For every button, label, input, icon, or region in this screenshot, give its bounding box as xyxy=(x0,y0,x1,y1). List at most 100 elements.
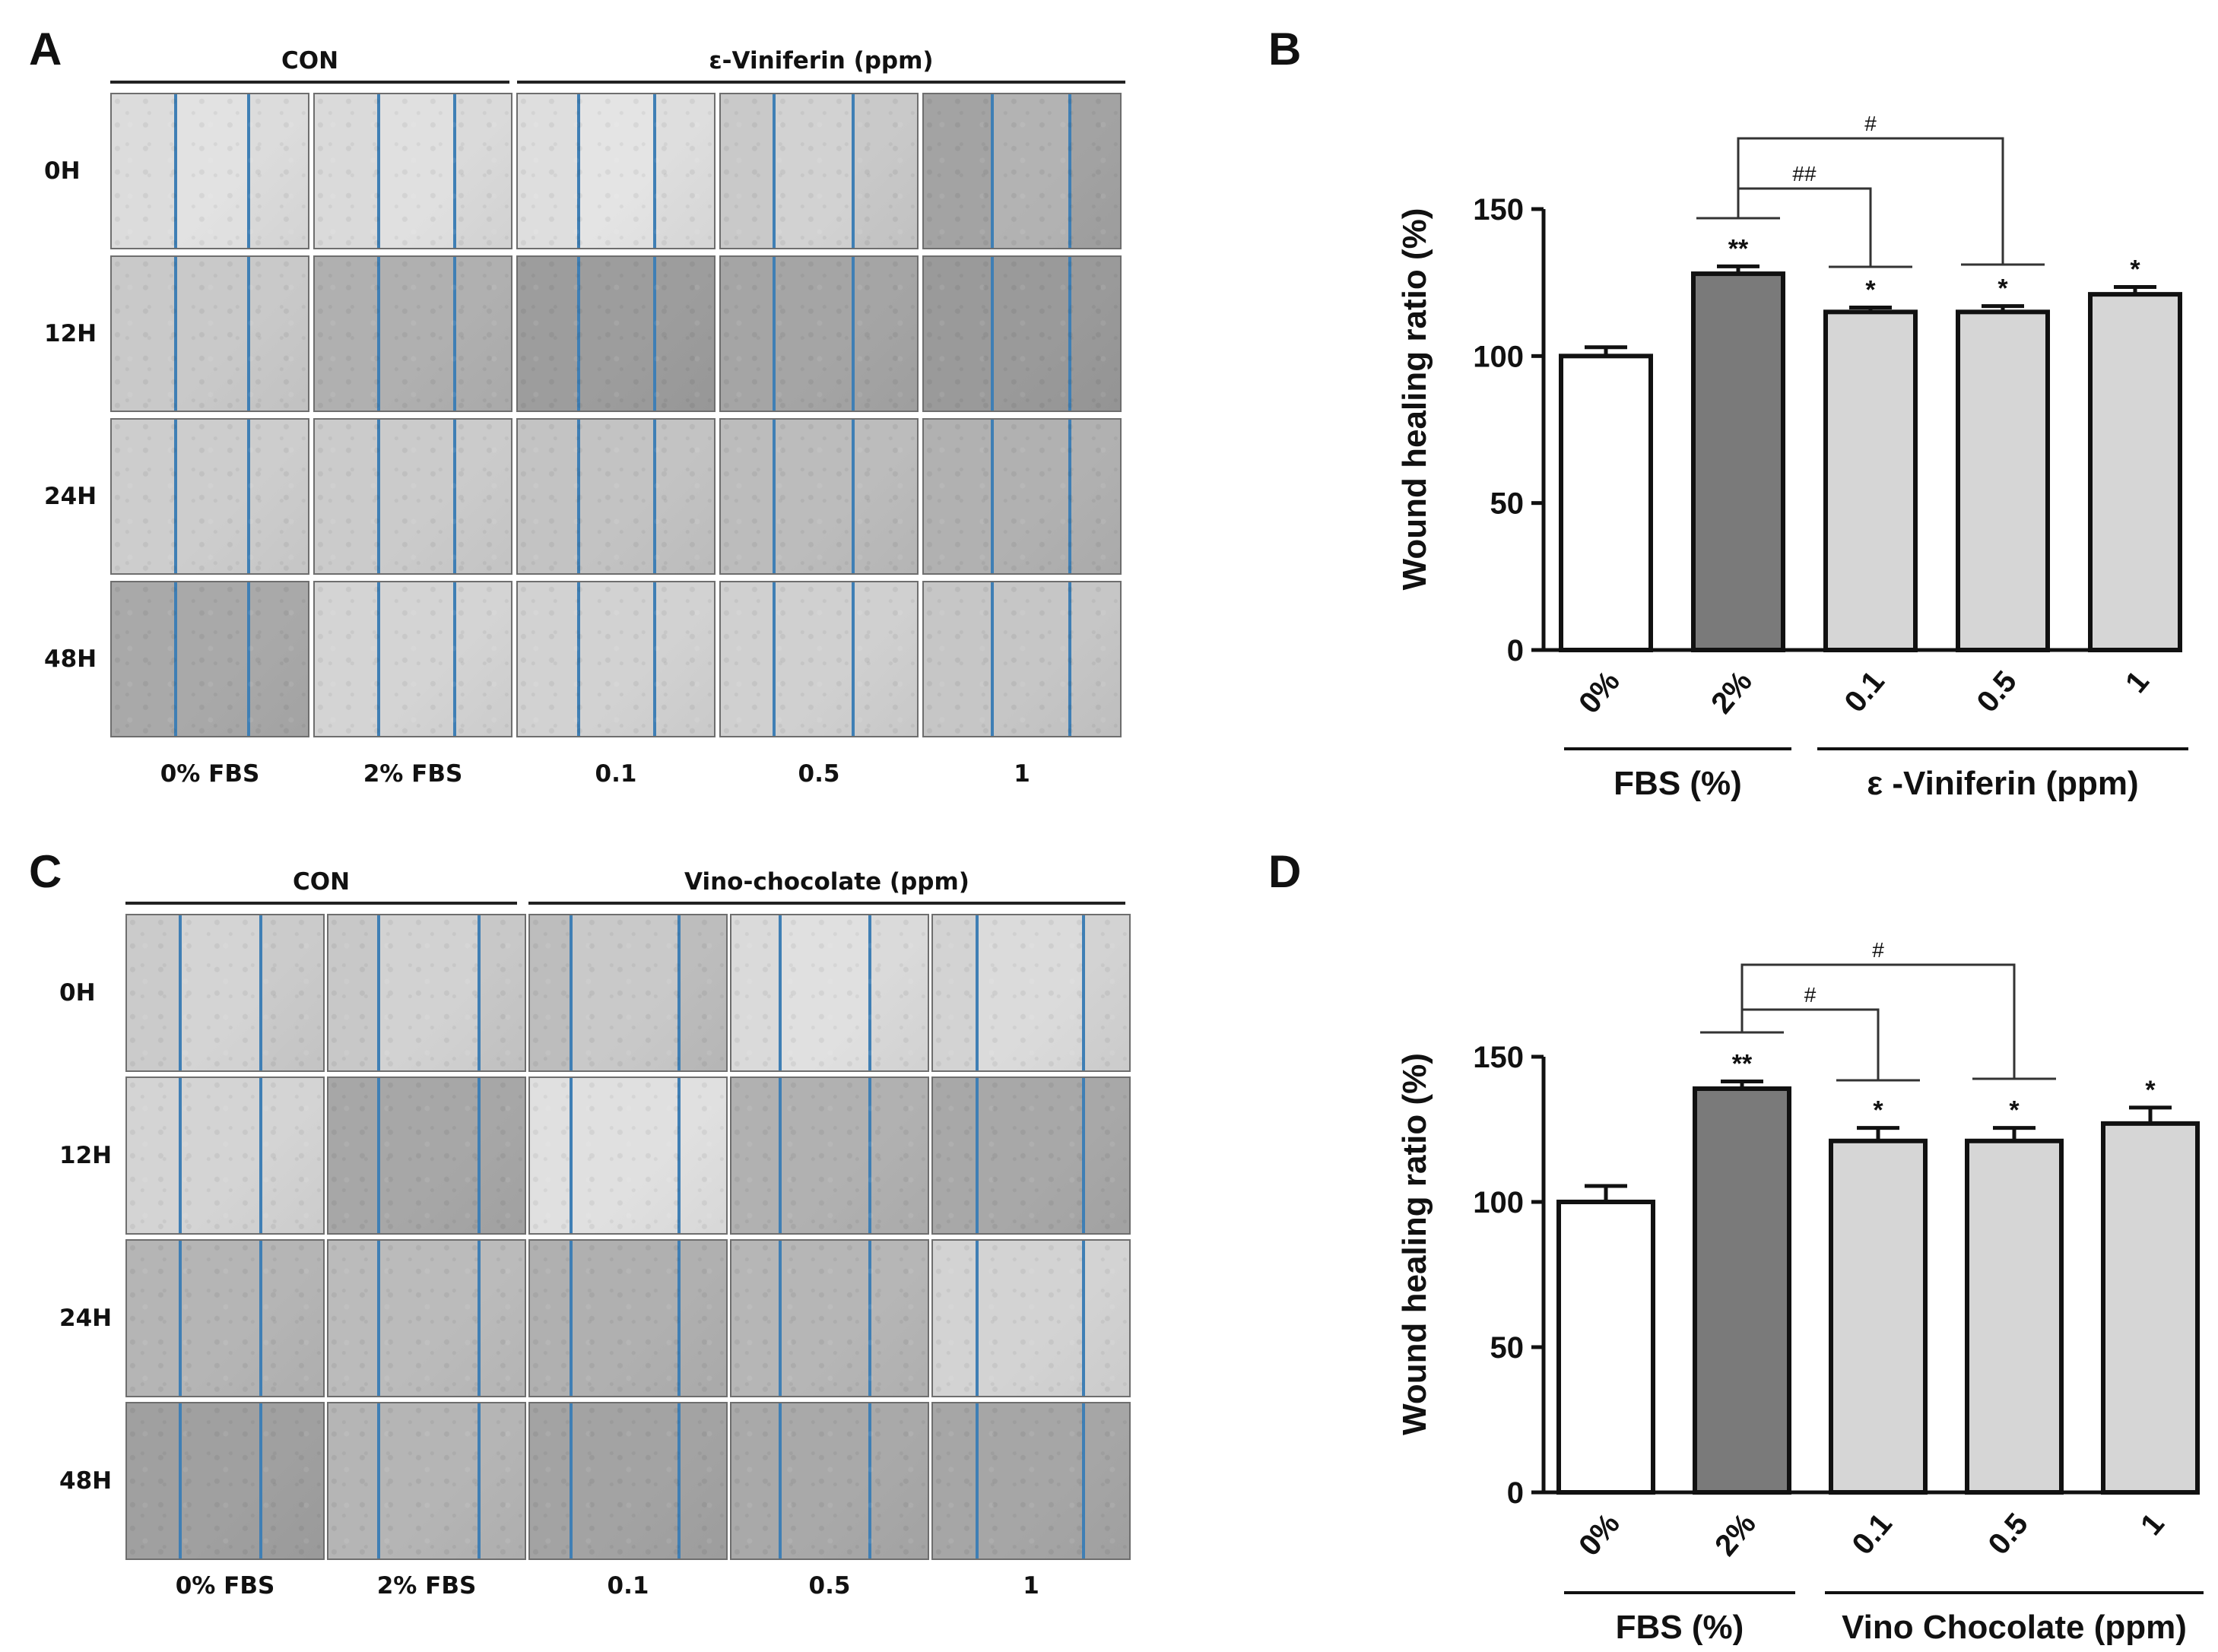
microscopy-tile xyxy=(327,1076,526,1235)
wound-edge-line xyxy=(1068,420,1071,573)
microscopy-tile xyxy=(110,93,309,249)
wound-edge-line xyxy=(478,1403,481,1558)
category-label: 0.1 xyxy=(1838,665,1890,719)
microscopy-tile xyxy=(516,93,716,249)
wound-edge-line xyxy=(1068,257,1071,411)
wound-edge-line xyxy=(247,94,250,248)
condition-col-label: 2% FBS xyxy=(376,1572,477,1600)
condition-col-label: 0.5 xyxy=(808,1572,851,1600)
wound-edge-line xyxy=(377,1078,380,1233)
wound-edge-line xyxy=(377,1403,380,1558)
wound-edge-line xyxy=(259,1241,262,1396)
con-group-line xyxy=(110,81,509,84)
wound-edge-line xyxy=(478,1241,481,1396)
wound-edge-line xyxy=(1082,1078,1085,1233)
wound-edge-line xyxy=(179,915,182,1070)
microscopy-tile xyxy=(931,1239,1131,1397)
time-row-label: 0H xyxy=(59,979,96,1007)
wound-edge-line xyxy=(259,1078,262,1233)
panel-letter-d: D xyxy=(1268,846,1302,897)
scratch-gap xyxy=(570,915,677,1070)
wound-edge-line xyxy=(677,915,681,1070)
microscopy-tile xyxy=(528,1239,728,1397)
time-row-label: 48H xyxy=(59,1467,113,1495)
condition-col-label: 0.1 xyxy=(607,1572,649,1600)
time-row-label: 0H xyxy=(44,157,81,185)
wound-edge-line xyxy=(773,420,776,573)
scratch-gap xyxy=(991,94,1068,248)
treatment-group-label: ε-Viniferin (ppm) xyxy=(709,47,934,75)
bar xyxy=(1965,1138,2064,1495)
panel-letter-b: B xyxy=(1268,24,1302,75)
microscopy-tile xyxy=(516,255,716,412)
wound-edge-line xyxy=(577,94,580,248)
scratch-gap xyxy=(377,94,453,248)
category-label: 2% xyxy=(1705,665,1759,721)
microscopy-tile xyxy=(730,1076,929,1235)
condition-col-label: 0% FBS xyxy=(175,1572,275,1600)
microscopy-tile xyxy=(922,581,1122,737)
microscopy-tile xyxy=(922,255,1122,412)
wound-edge-line xyxy=(478,915,481,1070)
wound-edge-line xyxy=(773,582,776,736)
category-label: 0% xyxy=(1572,665,1626,721)
wound-edge-line xyxy=(868,1403,871,1558)
microscopy-tile xyxy=(313,93,512,249)
wound-edge-line xyxy=(377,257,380,411)
microscopy-tile xyxy=(931,914,1131,1072)
group-label: FBS (%) xyxy=(1614,765,1742,802)
treatment-group-label: Vino-chocolate (ppm) xyxy=(684,868,969,896)
microscopy-tile xyxy=(125,1239,325,1397)
con-group-label: CON xyxy=(281,47,339,75)
wound-edge-line xyxy=(453,94,456,248)
condition-col-label: 1 xyxy=(1014,760,1030,788)
wound-edge-line xyxy=(779,915,782,1070)
wound-edge-line xyxy=(179,1241,182,1396)
condition-col-label: 0.5 xyxy=(798,760,840,788)
comparison-bracket xyxy=(1740,963,2016,1079)
wound-edge-line xyxy=(976,1403,979,1558)
y-tick-label: 150 xyxy=(1473,193,1524,227)
scratch-gap xyxy=(179,915,259,1070)
microscopy-tile xyxy=(313,255,512,412)
microscopy-tile xyxy=(110,581,309,737)
wound-edge-line xyxy=(852,420,855,573)
microscopy-tile xyxy=(313,581,512,737)
con-group-line xyxy=(125,902,517,905)
wound-edge-line xyxy=(453,582,456,736)
time-row-label: 24H xyxy=(59,1305,113,1332)
bar xyxy=(1556,1200,1655,1495)
microscopy-tile xyxy=(327,914,526,1072)
wound-edge-line xyxy=(653,420,656,573)
microscopy-tile xyxy=(719,93,919,249)
scratch-gap xyxy=(773,94,852,248)
microscopy-tile xyxy=(516,581,716,737)
con-group-label: CON xyxy=(292,868,351,896)
microscopy-tile xyxy=(125,1076,325,1235)
bar xyxy=(2101,1121,2200,1495)
wound-edge-line xyxy=(259,915,262,1070)
comparison-label: # xyxy=(1872,938,1884,962)
y-axis-label: Wound healing ratio (%) xyxy=(1396,208,1433,591)
comparison-label: # xyxy=(1864,112,1877,135)
wound-edge-line xyxy=(247,257,250,411)
significance-marker: * xyxy=(2130,255,2140,284)
wound-edge-line xyxy=(852,257,855,411)
scratch-gap xyxy=(174,94,247,248)
significance-marker: * xyxy=(2145,1076,2156,1105)
comparison-bracket xyxy=(1740,1008,1880,1080)
scratch-gap xyxy=(377,915,478,1070)
significance-marker: ** xyxy=(1732,1049,1753,1078)
bar xyxy=(1691,271,1785,652)
microscopy-tile xyxy=(110,418,309,575)
wound-edge-line xyxy=(1082,915,1085,1070)
time-row-label: 12H xyxy=(59,1142,113,1169)
significance-marker: * xyxy=(1873,1096,1883,1125)
y-tick-label: 50 xyxy=(1490,487,1525,521)
wound-edge-line xyxy=(570,1241,573,1396)
y-tick-label: 150 xyxy=(1473,1041,1524,1074)
microscopy-tile xyxy=(125,1402,325,1560)
wound-edge-line xyxy=(570,915,573,1070)
panel-letter-c: C xyxy=(29,846,62,897)
